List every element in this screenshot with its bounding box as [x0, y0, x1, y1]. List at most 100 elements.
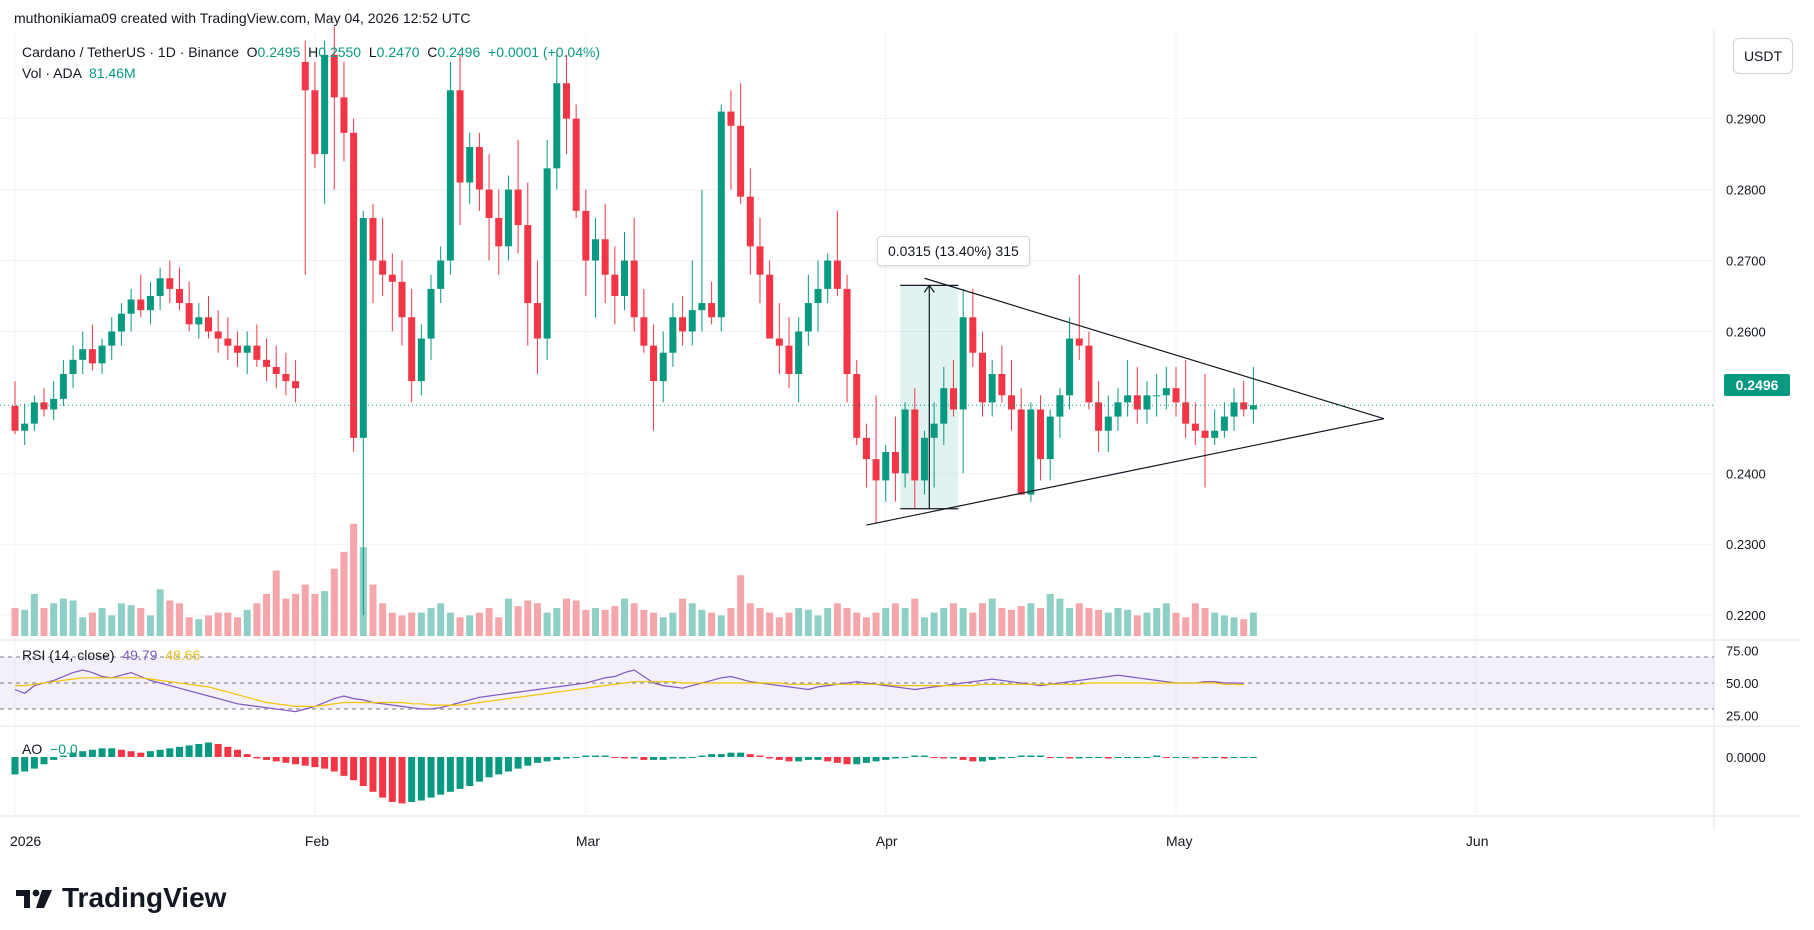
volume-bar	[988, 598, 996, 636]
candle-body	[98, 345, 106, 364]
volume-bar	[388, 612, 396, 636]
candle-body	[311, 90, 319, 155]
price-tick-label: 0.2800	[1726, 183, 1766, 198]
time-tick-label: Jun	[1466, 833, 1489, 849]
volume-bar	[630, 603, 638, 636]
volume-bar	[243, 609, 251, 636]
ao-bar	[117, 749, 125, 757]
candle-body	[911, 409, 919, 481]
ao-bar	[1172, 757, 1180, 758]
ao-bar	[369, 757, 377, 792]
candle-body	[330, 54, 338, 98]
volume-bar	[920, 617, 928, 636]
ao-bar	[514, 757, 522, 769]
time-tick-label: Apr	[876, 833, 898, 849]
candle-body	[446, 90, 454, 261]
candle-body	[88, 349, 96, 364]
ao-bar	[156, 749, 164, 757]
candle-body	[1017, 409, 1025, 495]
candle-body	[1249, 405, 1257, 410]
ao-bar	[427, 757, 435, 798]
candle-body	[746, 196, 754, 247]
candle-body	[175, 288, 183, 304]
ao-bar	[485, 757, 493, 778]
volume-bar	[214, 612, 222, 636]
candle-body	[321, 54, 329, 155]
volume-bar	[195, 619, 203, 636]
volume-bar	[533, 603, 541, 636]
currency-button[interactable]: USDT	[1733, 38, 1793, 74]
volume-bar	[127, 605, 135, 636]
ao-bar	[379, 757, 387, 798]
candle-body	[872, 459, 880, 481]
candle-body	[930, 423, 938, 438]
tradingview-logo[interactable]: TradingView	[14, 882, 226, 914]
rsi-tick-label: 25.00	[1726, 709, 1759, 724]
volume-bar	[1085, 607, 1093, 636]
volume-bar	[611, 606, 619, 636]
candle-body	[698, 303, 706, 311]
candle-body	[562, 83, 570, 119]
ao-bar	[737, 752, 745, 757]
ao-bar	[59, 755, 67, 757]
volume-bar	[1230, 617, 1238, 636]
volume-bar	[1075, 603, 1083, 636]
candle-body	[214, 331, 222, 339]
volume-bar	[1211, 612, 1219, 636]
triangle-lower-line	[866, 418, 1385, 526]
candle-body	[814, 288, 822, 304]
open-label: O	[246, 44, 258, 60]
volume-bar	[495, 617, 503, 636]
ao-bar	[30, 757, 38, 769]
candle-body	[988, 374, 996, 403]
volume-bar	[1066, 607, 1074, 636]
candle-body	[959, 317, 967, 410]
volume-bar	[263, 593, 271, 636]
candle-body	[1230, 402, 1238, 417]
candle-body	[1027, 409, 1035, 495]
candle-body	[282, 374, 290, 382]
volume-bar	[795, 607, 803, 636]
volume-bar	[1104, 612, 1112, 636]
volume-bar	[446, 612, 454, 636]
volume-bar	[853, 612, 861, 636]
candle-body	[708, 303, 716, 318]
candle-body	[117, 313, 125, 332]
volume-bar	[1153, 607, 1161, 636]
candle-body	[301, 61, 309, 91]
ao-bar	[949, 757, 957, 759]
volume-bar	[775, 617, 783, 636]
volume-bar	[1056, 598, 1064, 636]
tradingview-logo-icon	[16, 889, 52, 908]
volume-bar	[824, 607, 832, 636]
ao-bar	[224, 746, 232, 757]
volume-bar	[1008, 609, 1016, 636]
volume-bar	[553, 607, 561, 636]
candle-body	[359, 217, 367, 438]
candle-body	[1201, 430, 1209, 438]
ao-bar	[940, 757, 948, 759]
ao-bar	[1211, 757, 1219, 758]
candle-body	[1191, 423, 1199, 431]
price-tick-label: 0.2600	[1726, 324, 1766, 339]
volume-bar	[311, 593, 319, 636]
candle-body	[495, 217, 503, 247]
volume-bar	[814, 615, 822, 636]
ao-bar	[785, 757, 793, 762]
ao-bar	[166, 748, 174, 757]
volume-bar	[785, 612, 793, 636]
candle-body	[1037, 409, 1045, 460]
volume-bar	[746, 603, 754, 636]
ao-bar	[572, 757, 580, 758]
change-value: +0.0001 (+0.04%)	[488, 44, 601, 60]
rsi-value: 49.79	[122, 647, 158, 663]
volume-bar	[146, 615, 154, 636]
candle-body	[1114, 402, 1122, 417]
ao-bar	[311, 757, 319, 768]
volume-bar	[156, 589, 164, 636]
volume-bar	[417, 612, 425, 636]
ao-bar	[920, 755, 928, 757]
ao-bar	[524, 757, 532, 766]
candle-body	[737, 125, 745, 197]
